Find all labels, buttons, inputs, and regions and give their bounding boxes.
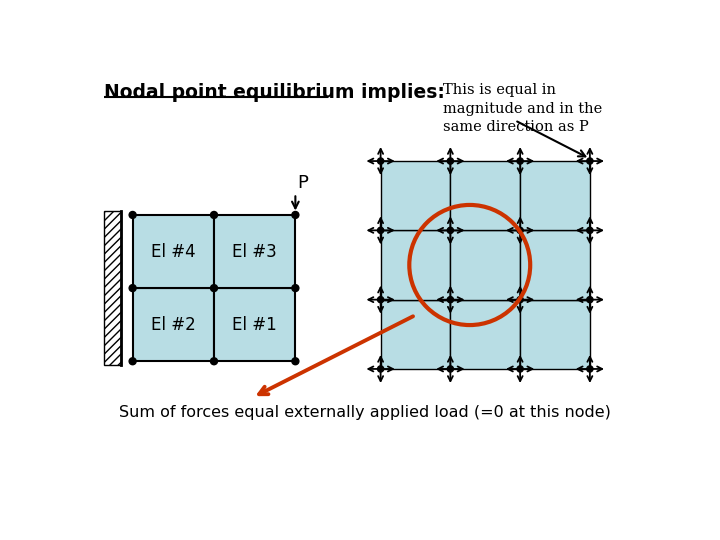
Bar	[104, 211, 121, 365]
Bar	[132, 288, 214, 361]
Circle shape	[447, 366, 454, 372]
Circle shape	[587, 227, 593, 233]
Circle shape	[292, 212, 299, 218]
Bar	[381, 161, 451, 231]
Circle shape	[517, 296, 523, 303]
Text: P: P	[297, 174, 308, 192]
Bar	[214, 215, 295, 288]
Bar	[381, 300, 451, 369]
Bar	[451, 161, 520, 231]
Bar	[451, 231, 520, 300]
Circle shape	[292, 358, 299, 365]
Circle shape	[447, 296, 454, 303]
Text: El #3: El #3	[233, 242, 277, 260]
Circle shape	[129, 358, 136, 365]
Bar	[520, 161, 590, 231]
Circle shape	[447, 158, 454, 164]
Text: El #2: El #2	[151, 316, 196, 334]
Bar	[520, 231, 590, 300]
Bar	[132, 215, 214, 288]
Bar	[451, 300, 520, 369]
Bar	[214, 288, 295, 361]
Circle shape	[377, 158, 384, 164]
Circle shape	[210, 358, 217, 365]
Circle shape	[210, 212, 217, 218]
Circle shape	[517, 227, 523, 233]
Circle shape	[129, 285, 136, 292]
Text: Sum of forces equal externally applied load (=0 at this node): Sum of forces equal externally applied l…	[120, 405, 611, 420]
Circle shape	[129, 212, 136, 218]
Text: El #4: El #4	[151, 242, 196, 260]
Circle shape	[587, 158, 593, 164]
Circle shape	[210, 285, 217, 292]
Circle shape	[292, 285, 299, 292]
Text: El #1: El #1	[233, 316, 277, 334]
Circle shape	[517, 158, 523, 164]
Circle shape	[377, 366, 384, 372]
Circle shape	[447, 227, 454, 233]
Circle shape	[587, 296, 593, 303]
Circle shape	[517, 366, 523, 372]
Text: Nodal point equilibrium implies:: Nodal point equilibrium implies:	[104, 83, 445, 102]
Circle shape	[377, 227, 384, 233]
Text: This is equal in
magnitude and in the
same direction as P: This is equal in magnitude and in the sa…	[443, 83, 602, 134]
Bar	[381, 231, 451, 300]
Circle shape	[587, 366, 593, 372]
Bar	[520, 300, 590, 369]
Circle shape	[377, 296, 384, 303]
